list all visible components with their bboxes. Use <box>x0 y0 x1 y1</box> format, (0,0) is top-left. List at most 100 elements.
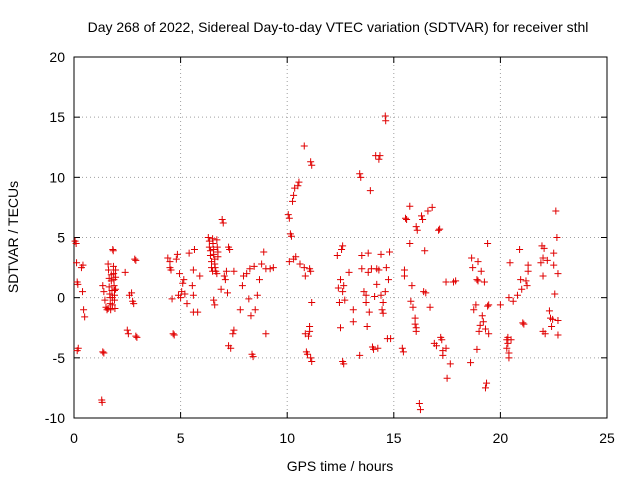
data-point <box>554 317 562 325</box>
data-point <box>382 117 390 125</box>
data-point <box>285 214 293 222</box>
data-point <box>289 197 297 205</box>
data-point <box>334 284 342 292</box>
data-point <box>428 203 436 211</box>
data-point <box>181 290 189 298</box>
data-point <box>364 268 372 276</box>
data-point <box>292 253 300 261</box>
data-point <box>99 282 107 290</box>
data-point <box>132 256 140 264</box>
data-point <box>307 354 315 362</box>
data-point <box>210 296 218 304</box>
data-point <box>406 202 414 210</box>
data-point <box>426 303 434 311</box>
data-point <box>339 288 347 296</box>
data-point <box>109 262 117 270</box>
data-point <box>176 270 184 278</box>
data-point <box>227 344 235 352</box>
data-point <box>337 276 344 284</box>
data-point <box>260 248 268 256</box>
data-point <box>196 272 204 280</box>
data-point <box>473 345 481 353</box>
data-point <box>554 331 562 339</box>
data-point <box>105 283 113 291</box>
y-axis-label: SDTVAR / TECUs <box>5 181 21 293</box>
data-point <box>379 309 387 317</box>
data-point <box>400 272 408 280</box>
data-point <box>537 259 545 267</box>
x-tick-label: 5 <box>177 430 185 446</box>
data-point <box>221 276 229 284</box>
data-point <box>472 301 480 309</box>
data-point <box>475 327 483 335</box>
data-point <box>224 289 232 297</box>
data-point <box>79 261 87 269</box>
data-point <box>98 398 106 406</box>
data-point <box>540 244 548 252</box>
data-point <box>375 155 383 163</box>
data-point <box>188 282 196 290</box>
data-point <box>485 301 493 309</box>
data-point <box>386 248 394 256</box>
data-point <box>209 240 217 248</box>
data-point <box>189 291 197 299</box>
y-tick-label: 10 <box>49 169 65 185</box>
data-point <box>362 298 370 306</box>
data-point <box>439 351 447 359</box>
data-point <box>387 335 395 343</box>
data-point <box>166 258 174 266</box>
data-point <box>539 272 547 280</box>
data-point <box>356 351 364 359</box>
data-point <box>101 296 109 304</box>
data-point <box>337 324 344 332</box>
data-point <box>419 215 427 223</box>
data-point <box>230 267 238 275</box>
data-point <box>111 304 119 312</box>
data-point <box>520 320 528 328</box>
data-point <box>213 243 221 251</box>
data-point <box>442 278 450 286</box>
data-point <box>168 295 176 303</box>
data-point <box>132 332 140 340</box>
data-point <box>550 261 558 269</box>
data-point <box>376 152 384 160</box>
data-point <box>358 252 366 260</box>
gridlines <box>74 57 607 418</box>
data-point <box>375 266 383 274</box>
data-point <box>469 264 477 272</box>
data-point <box>172 255 180 263</box>
data-point <box>169 330 177 338</box>
data-point <box>300 264 308 272</box>
data-point <box>416 406 424 414</box>
data-point <box>219 219 227 227</box>
data-point <box>413 226 421 234</box>
data-point <box>484 240 492 248</box>
data-point <box>341 296 349 304</box>
data-point <box>333 252 341 260</box>
data-point <box>253 291 261 299</box>
data-point <box>411 314 419 322</box>
data-point <box>285 258 293 266</box>
x-tick-label: 10 <box>279 430 295 446</box>
chart-title: Day 268 of 2022, Sidereal Day-to-day VTE… <box>88 19 589 35</box>
data-point <box>183 300 191 308</box>
data-point <box>522 277 530 285</box>
x-tick-label: 20 <box>493 430 509 446</box>
data-point <box>79 288 87 296</box>
data-point <box>377 291 385 299</box>
data-point <box>545 307 553 315</box>
data-point <box>133 333 141 341</box>
data-point <box>496 301 504 309</box>
data-point <box>100 349 108 357</box>
data-point <box>484 302 492 310</box>
data-point <box>518 285 526 293</box>
data-point <box>479 318 487 326</box>
data-point <box>362 291 370 299</box>
data-point <box>438 336 446 344</box>
data-point <box>226 246 234 254</box>
data-point <box>364 249 372 257</box>
data-point <box>402 214 410 222</box>
data-point <box>255 276 263 284</box>
data-point <box>185 249 193 257</box>
